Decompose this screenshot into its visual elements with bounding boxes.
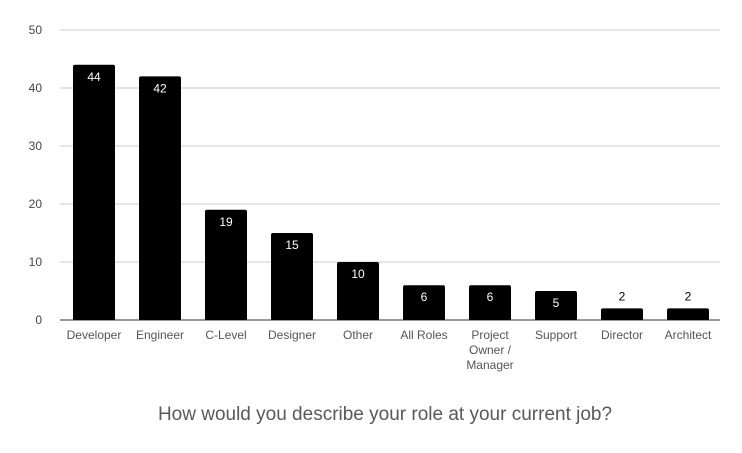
data-label: 6	[487, 290, 494, 304]
x-tick-label: Other	[343, 328, 373, 342]
y-tick-label: 20	[29, 197, 43, 211]
x-tick-label: All Roles	[400, 328, 447, 342]
y-tick-label: 10	[29, 255, 43, 269]
y-tick-label: 30	[29, 139, 43, 153]
x-tick-label: Designer	[268, 328, 316, 342]
x-tick-label: Director	[601, 328, 643, 342]
x-tick-label: Engineer	[136, 328, 184, 342]
data-label: 6	[421, 290, 428, 304]
data-label: 44	[87, 70, 101, 84]
data-label: 42	[153, 81, 167, 95]
x-tick-label: Architect	[665, 328, 712, 342]
bar	[73, 64, 115, 320]
bar	[205, 209, 247, 320]
x-tick-label: C-Level	[205, 328, 246, 342]
bar	[271, 233, 313, 320]
y-tick-label: 40	[29, 81, 43, 95]
y-tick-label: 50	[29, 23, 43, 37]
bar	[535, 291, 577, 320]
bar	[403, 285, 445, 320]
y-tick-label: 0	[35, 313, 42, 327]
bar	[337, 262, 379, 320]
x-tick-label: Support	[535, 328, 578, 342]
data-label: 5	[553, 296, 560, 310]
chart-title: How would you describe your role at your…	[158, 404, 612, 425]
bar	[601, 308, 643, 320]
bar	[139, 76, 181, 321]
data-label: 10	[351, 267, 365, 281]
bar	[667, 308, 709, 320]
data-label: 19	[219, 215, 233, 229]
x-tick-label: Developer	[67, 328, 122, 342]
x-tick-label: Project Owner / Manager	[466, 328, 513, 372]
data-label: 2	[619, 289, 626, 303]
bar	[469, 285, 511, 320]
data-label: 15	[285, 238, 299, 252]
data-label: 2	[685, 289, 692, 303]
